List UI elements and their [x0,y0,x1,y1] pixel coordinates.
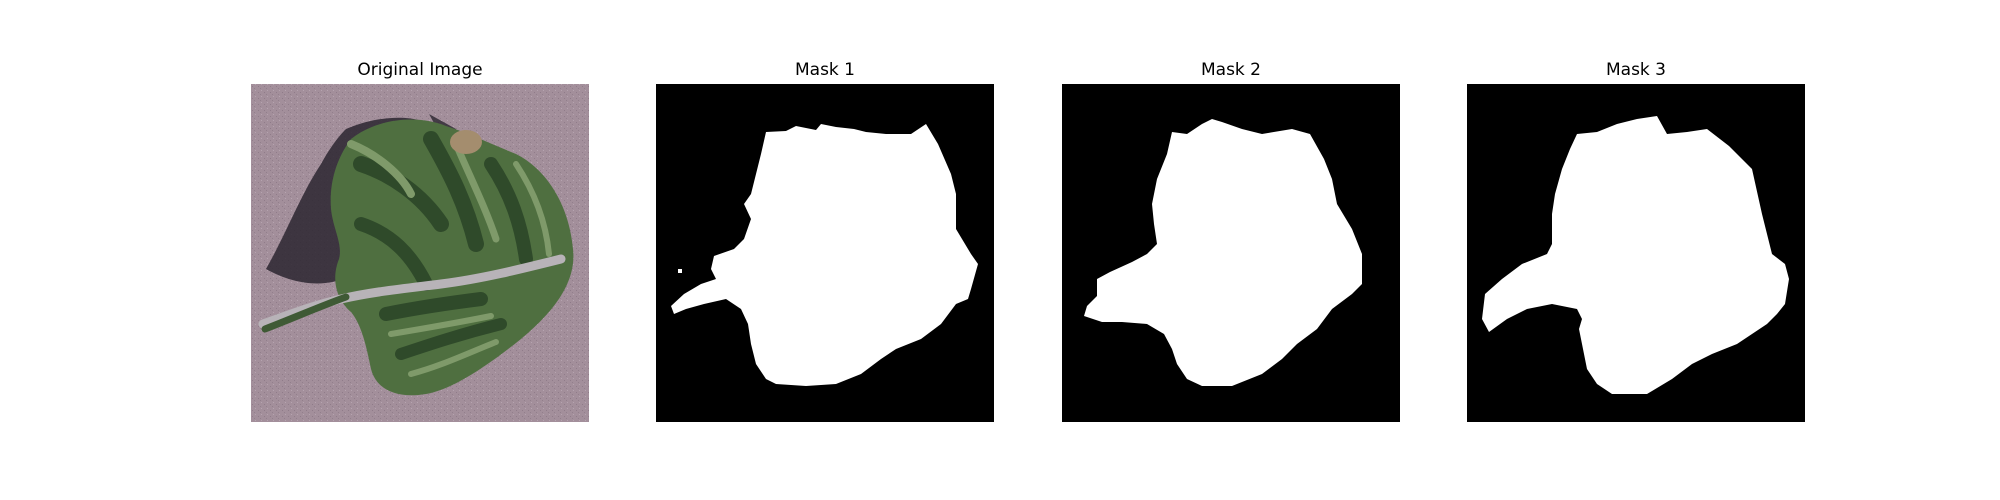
panel-mask-3: Mask 3 [1467,57,1805,427]
leaf-stem [261,293,350,333]
panel-original-image: Original Image [251,57,589,427]
panel-title: Mask 2 [1200,60,1261,80]
mask-region [671,124,978,386]
mask-3-image [1467,84,1805,422]
mask-region [1482,116,1789,394]
panel-title: Mask 3 [1605,60,1666,80]
mask-2-image [1062,84,1400,422]
panel-mask-1: Mask 1 [656,57,994,427]
mask-1-image [656,84,994,422]
leaf-midrib [258,254,566,329]
panel-title: Original Image [357,60,483,80]
panel-mask-2: Mask 2 [1062,57,1400,427]
original-leaf-image [251,84,589,422]
mask-region [1084,119,1362,386]
panel-title: Mask 1 [794,60,855,80]
